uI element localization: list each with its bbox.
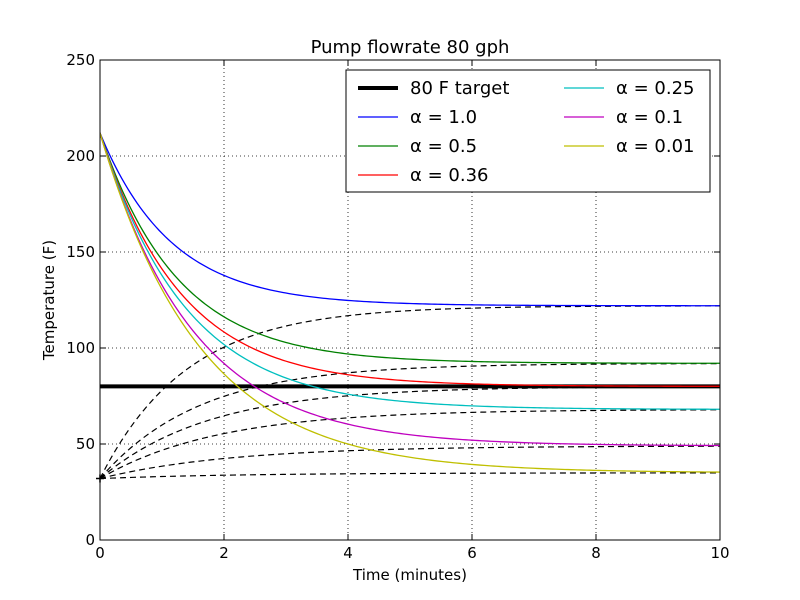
- series-line-3: [100, 132, 720, 387]
- y-tick-label-100: 100: [66, 339, 95, 357]
- x-tick-label-10: 10: [710, 544, 729, 562]
- series-line-1: [100, 132, 720, 307]
- curves-group: [100, 132, 720, 480]
- legend-box: [345, 69, 711, 193]
- legend-label-4: α = 0.36: [410, 165, 488, 186]
- y-tick-label-0: 0: [85, 531, 95, 549]
- legend-label-6: α = 0.1: [616, 107, 683, 128]
- legend-label-2: α = 1.0: [410, 107, 477, 128]
- legend-label-1: 80 F target: [410, 78, 509, 99]
- warming-curve-4: [100, 409, 720, 480]
- x-tick-label-4: 4: [343, 544, 353, 562]
- legend: 80 F target α = 1.0 α = 0.5 α = 0.36 α = 0.2…: [345, 69, 711, 193]
- series-line-6: [100, 132, 720, 473]
- x-tick-label-0: 0: [95, 544, 105, 562]
- legend-label-7: α = 0.01: [616, 136, 694, 157]
- y-tick-label-150: 150: [66, 243, 95, 261]
- series-line-4: [100, 132, 720, 410]
- x-axis-label: Time (minutes): [352, 566, 467, 584]
- series-line-5: [100, 132, 720, 447]
- legend-label-5: α = 0.25: [616, 78, 694, 99]
- plot-frame: [99, 59, 721, 541]
- y-tick-label-200: 200: [66, 147, 95, 165]
- x-tick-label-2: 2: [219, 544, 229, 562]
- warming-curve-6: [100, 472, 720, 480]
- y-tick-label-50: 50: [76, 435, 95, 453]
- x-tick-label-8: 8: [591, 544, 601, 562]
- y-axis-label: Temperature (F): [40, 240, 58, 361]
- legend-label-3: α = 0.5: [410, 136, 477, 157]
- warming-curve-5: [100, 445, 720, 480]
- y-tick-label-250: 250: [66, 51, 95, 69]
- x-tick-label-6: 6: [467, 544, 477, 562]
- series-line-2: [100, 132, 720, 364]
- chart-title: Pump flowrate 80 gph: [311, 37, 510, 58]
